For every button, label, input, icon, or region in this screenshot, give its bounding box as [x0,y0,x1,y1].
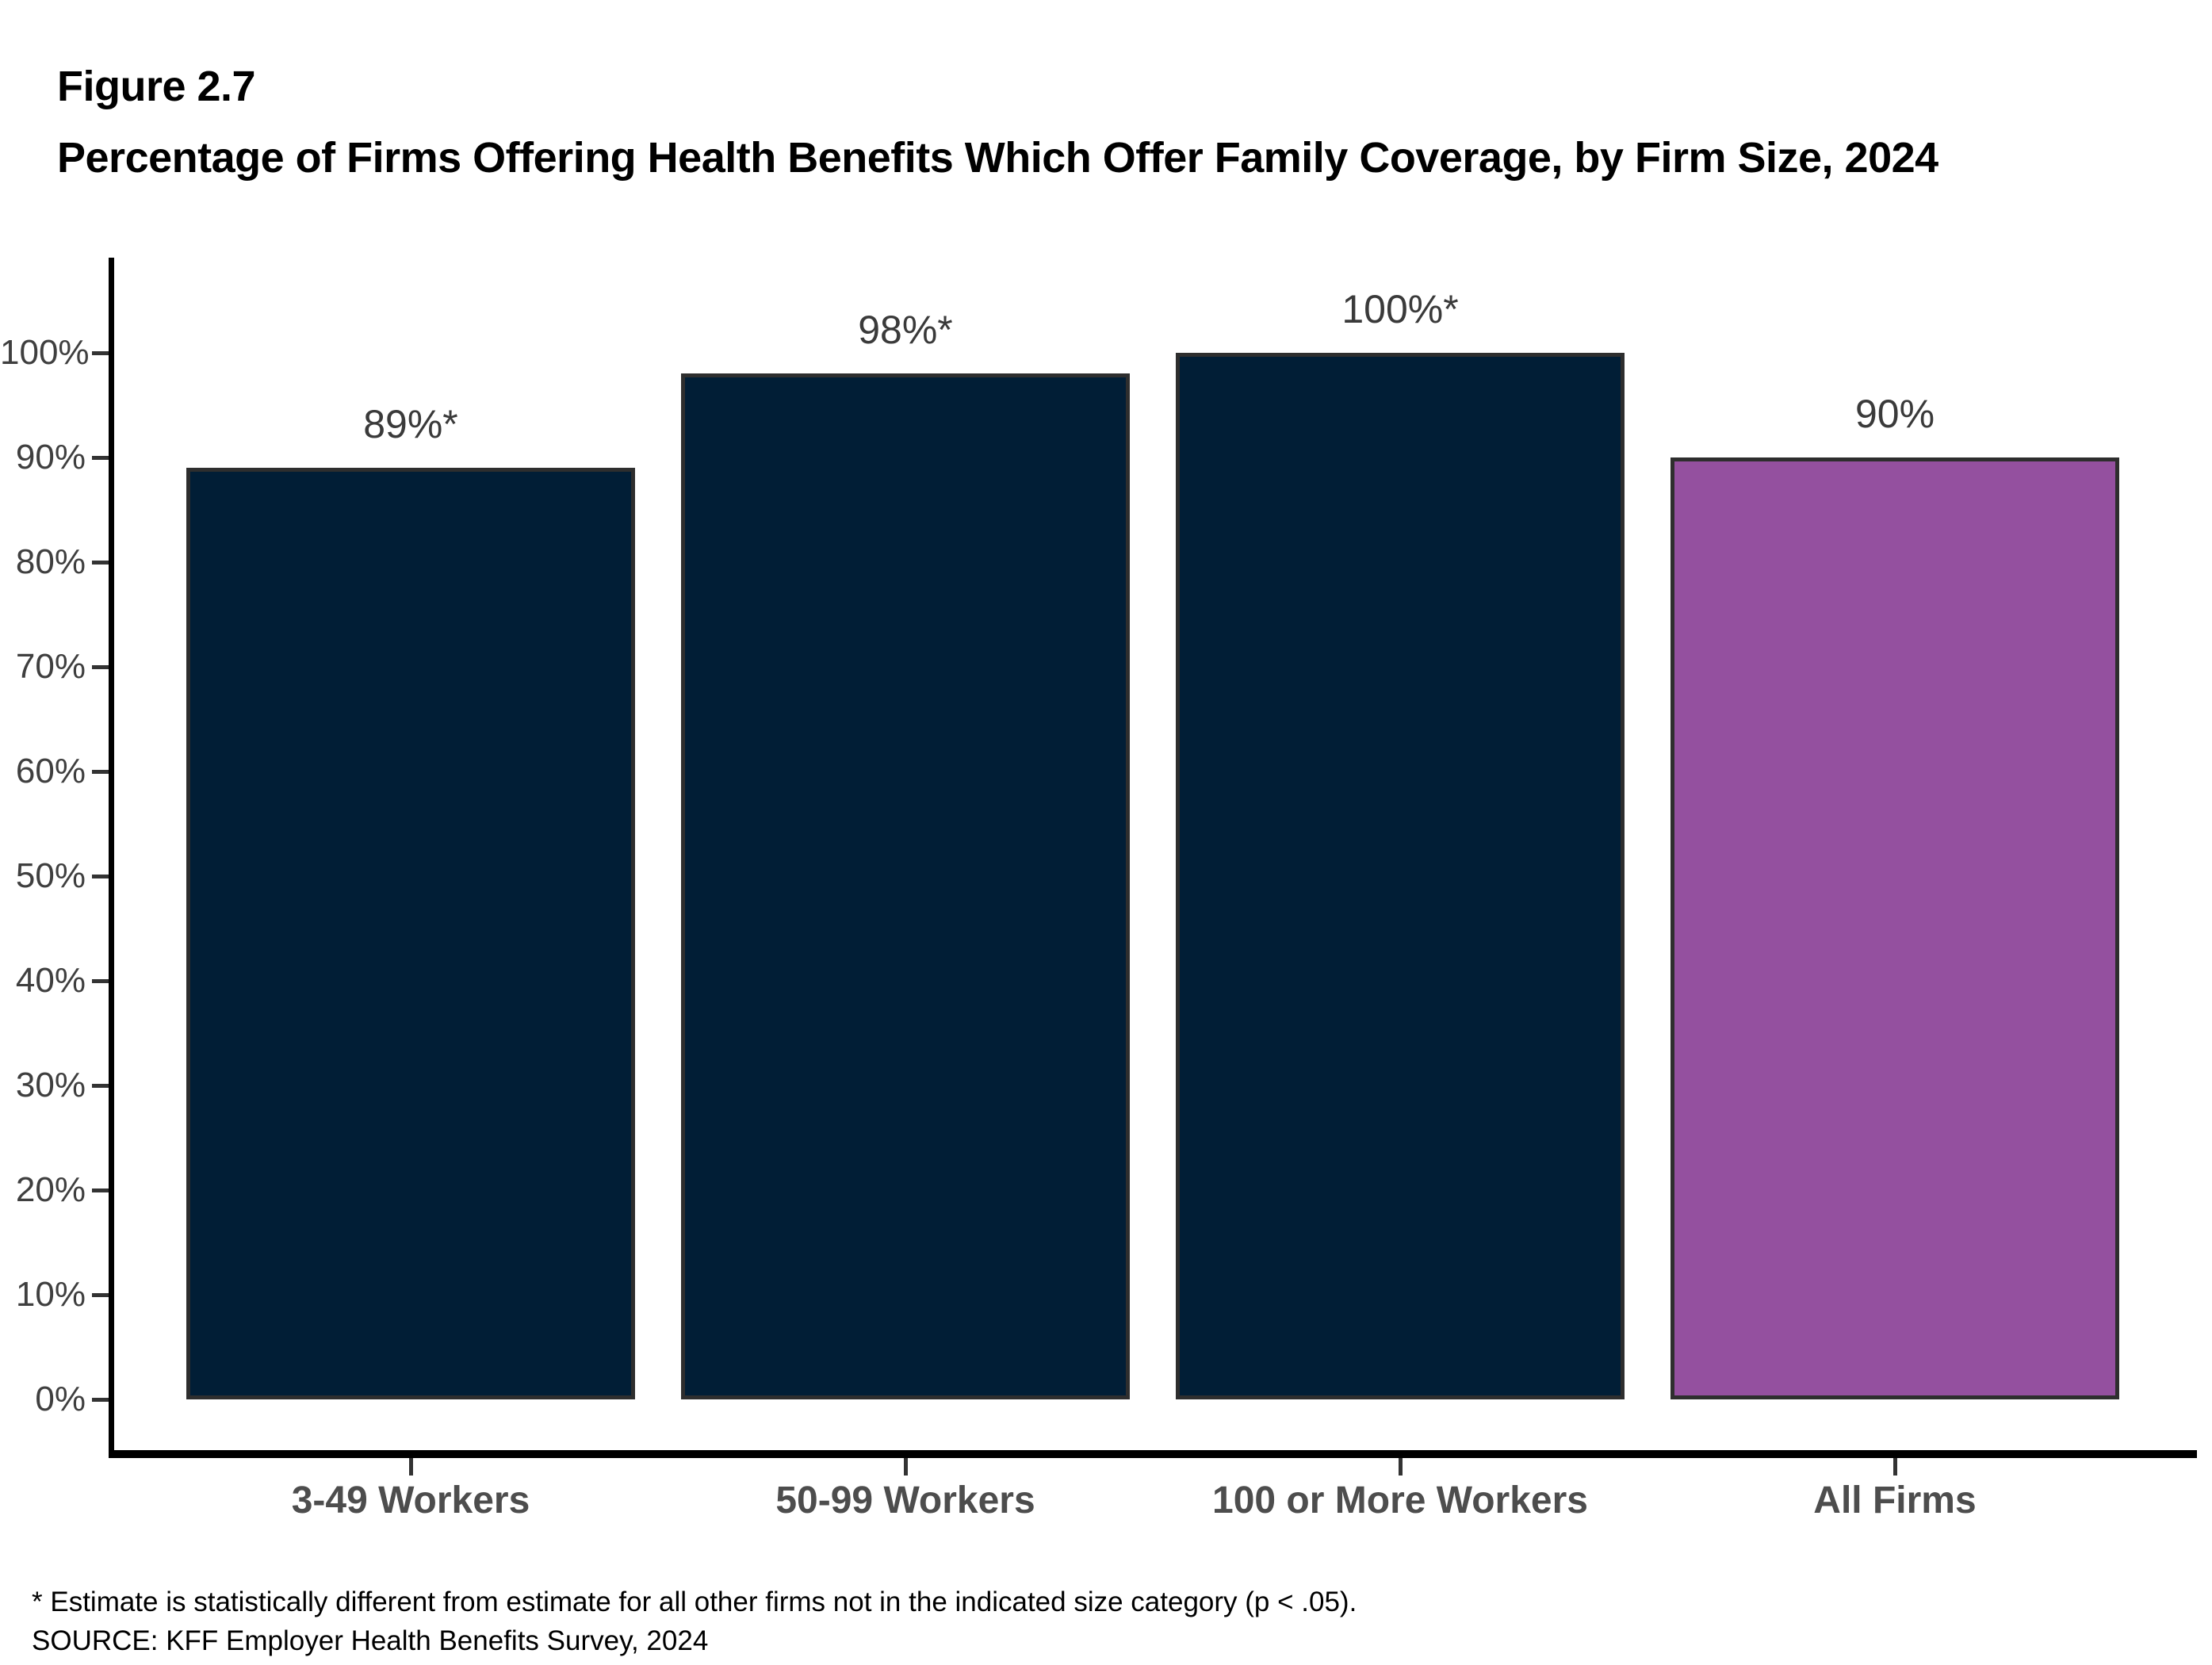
bar-group-all-firms: 90% [1670,353,2119,1399]
footnote-significance: * Estimate is statistically different fr… [32,1587,1357,1617]
x-tick-mark [1398,1458,1403,1476]
y-tick-label: 80% [15,542,86,581]
y-tick-label: 0% [35,1380,86,1418]
y-tick-label: 20% [15,1170,86,1209]
bar-group-100-or-more-workers: 100%* [1176,287,1625,1399]
plot-area: 89%* 98%* 100%* 90% [113,287,2197,1399]
title-block: Figure 2.7 Percentage of Firms Offering … [57,51,1938,193]
x-category-label: 100 or More Workers [1212,1479,1588,1521]
y-tick-mark [92,1398,109,1402]
footnote-source: SOURCE: KFF Employer Health Benefits Sur… [32,1625,709,1656]
y-tick-label: 10% [15,1275,86,1314]
x-category-3-49-workers: 3-49 Workers [186,1458,635,1522]
x-tick-mark [408,1458,413,1476]
x-category-100-or-more-workers: 100 or More Workers [1176,1458,1625,1522]
chart-title: Percentage of Firms Offering Health Bene… [57,134,1938,182]
footnote-block: * Estimate is statistically different fr… [32,1583,1357,1660]
y-tick-mark [92,665,109,669]
y-tick-mark [92,351,109,355]
y-tick-mark [92,1188,109,1192]
y-tick-label: 50% [15,856,86,895]
y-tick-label: 30% [15,1066,86,1104]
y-axis-line [109,258,114,1458]
y-tick-label: 40% [15,961,86,1000]
y-tick-mark [92,1293,109,1297]
x-category-label: 50-99 Workers [775,1479,1035,1521]
bar-all-firms [1670,457,2119,1399]
x-tick-mark [1892,1458,1897,1476]
bar-value-label: 90% [1854,392,1935,436]
y-tick-mark [92,561,109,565]
x-category-label: All Firms [1813,1479,1977,1521]
x-axis-line [109,1450,2197,1458]
x-tick-mark [903,1458,908,1476]
bar-value-label: 100%* [1341,287,1459,331]
y-tick-mark [92,875,109,878]
x-category-label: 3-49 Workers [291,1479,530,1521]
y-tick-label: 70% [15,647,86,686]
bar-value-label: 98%* [858,308,953,353]
bar-100-or-more-workers [1176,353,1625,1399]
y-tick-mark [92,979,109,983]
bar-group-50-99-workers: 98%* [681,308,1130,1399]
x-axis: 3-49 Workers 50-99 Workers 100 or More Wor… [113,1458,2197,1522]
bar-value-label: 89%* [363,402,458,447]
bar-50-99-workers [681,373,1130,1399]
bar-group-3-49-workers: 89%* [186,353,635,1399]
x-category-all-firms: All Firms [1670,1458,2119,1522]
y-tick-label: 90% [15,438,86,477]
y-tick-mark [92,1084,109,1088]
y-tick-label: 60% [15,752,86,790]
figure-number: Figure 2.7 [57,63,256,110]
y-tick-mark [92,770,109,774]
y-tick-mark [92,456,109,460]
y-tick-label: 100% [0,333,90,372]
x-category-50-99-workers: 50-99 Workers [681,1458,1130,1522]
bar-3-49-workers [186,468,635,1399]
